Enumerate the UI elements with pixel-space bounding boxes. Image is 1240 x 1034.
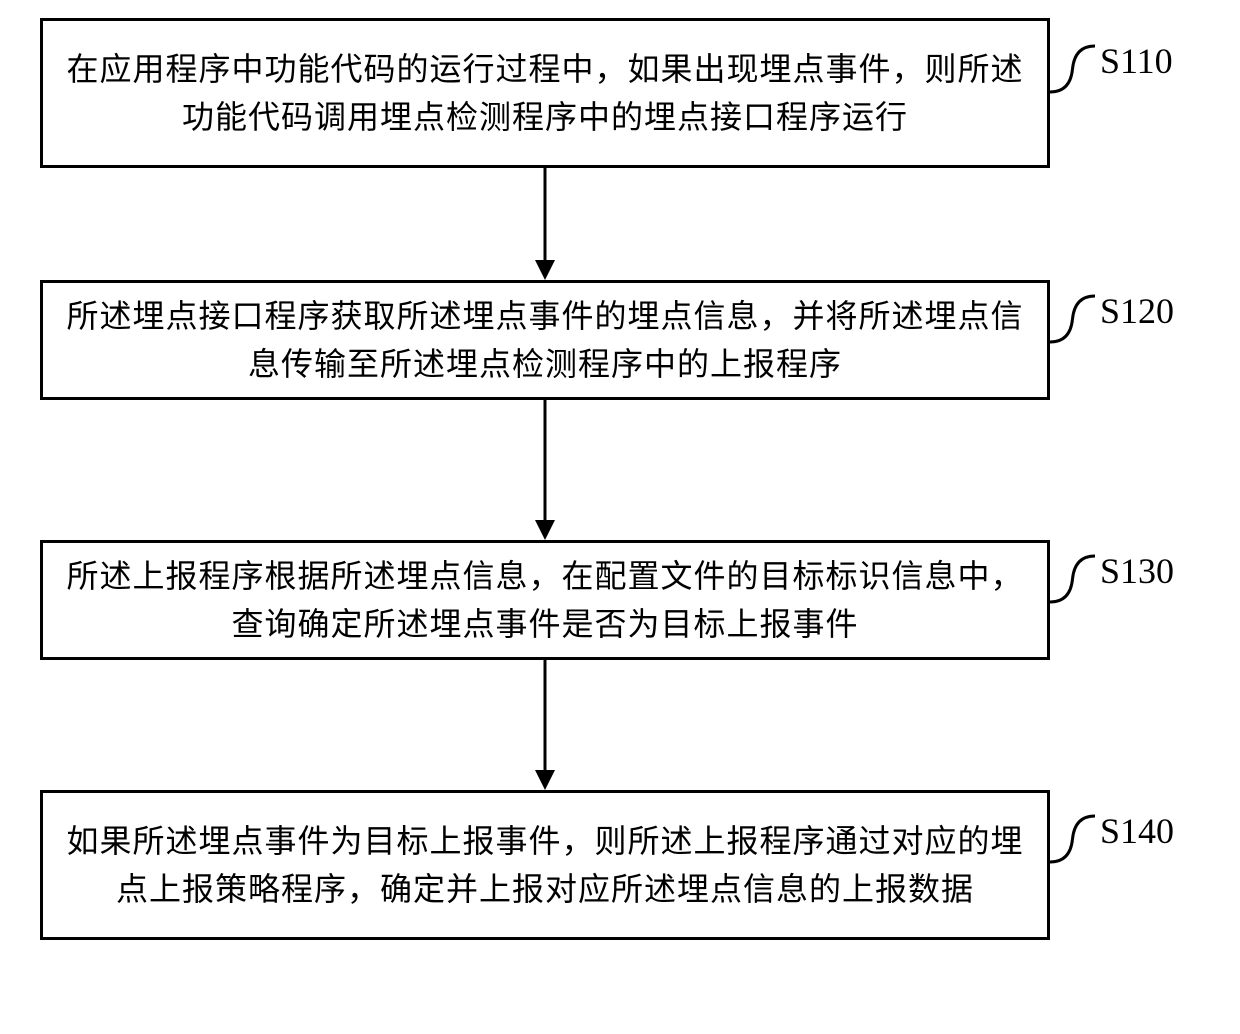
node-text: 所述上报程序根据所述埋点信息，在配置文件的目标标识信息中，查询确定所述埋点事件是… <box>63 552 1027 648</box>
arrow-1-2 <box>530 168 560 280</box>
flowchart-node-s110: 在应用程序中功能代码的运行过程中，如果出现埋点事件，则所述功能代码调用埋点检测程… <box>40 18 1050 168</box>
node-text: 在应用程序中功能代码的运行过程中，如果出现埋点事件，则所述功能代码调用埋点检测程… <box>63 45 1027 141</box>
flowchart-container: 在应用程序中功能代码的运行过程中，如果出现埋点事件，则所述功能代码调用埋点检测程… <box>0 0 1240 1034</box>
flowchart-node-s140: 如果所述埋点事件为目标上报事件，则所述上报程序通过对应的埋点上报策略程序，确定并… <box>40 790 1050 940</box>
label-connector-s120 <box>1050 278 1095 350</box>
node-label-s140: S140 <box>1100 810 1174 852</box>
node-label-s130: S130 <box>1100 550 1174 592</box>
arrow-3-4 <box>530 660 560 790</box>
label-connector-s130 <box>1050 538 1095 610</box>
arrow-2-3 <box>530 400 560 540</box>
node-text: 所述埋点接口程序获取所述埋点事件的埋点信息，并将所述埋点信息传输至所述埋点检测程… <box>63 292 1027 388</box>
flowchart-node-s130: 所述上报程序根据所述埋点信息，在配置文件的目标标识信息中，查询确定所述埋点事件是… <box>40 540 1050 660</box>
node-label-s110: S110 <box>1100 40 1173 82</box>
node-label-s120: S120 <box>1100 290 1174 332</box>
node-text: 如果所述埋点事件为目标上报事件，则所述上报程序通过对应的埋点上报策略程序，确定并… <box>63 817 1027 913</box>
label-connector-s140 <box>1050 798 1095 870</box>
label-connector-s110 <box>1050 28 1095 100</box>
flowchart-node-s120: 所述埋点接口程序获取所述埋点事件的埋点信息，并将所述埋点信息传输至所述埋点检测程… <box>40 280 1050 400</box>
